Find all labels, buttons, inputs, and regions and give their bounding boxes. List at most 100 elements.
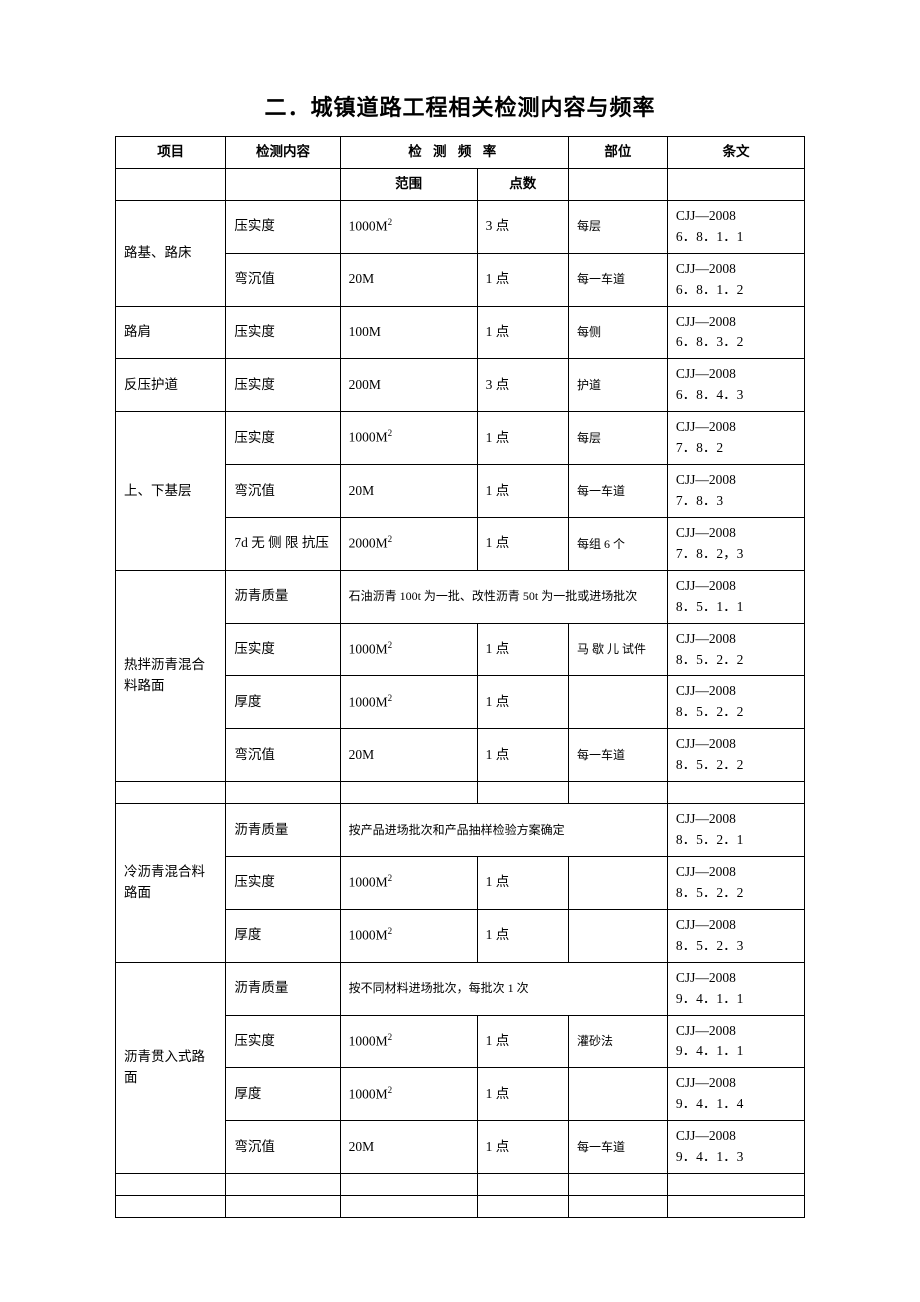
- cell-points: 1 点: [477, 909, 568, 962]
- table-row: 路肩压实度100M1 点每侧CJJ—20086．8．3．2: [116, 306, 805, 359]
- cell-content: 厚度: [226, 676, 340, 729]
- cell-clause: CJJ—20088．5．2．2: [667, 729, 804, 782]
- cell-merged-freq: 按不同材料进场批次，每批次 1 次: [340, 962, 667, 1015]
- empty-row: [116, 1174, 805, 1196]
- header-frequency: 检 测 频 率: [340, 137, 568, 169]
- header-project: 项目: [116, 137, 226, 169]
- cell-points: 1 点: [477, 1068, 568, 1121]
- cell-points: 1 点: [477, 676, 568, 729]
- cell-points: 1 点: [477, 623, 568, 676]
- cell-range: 1000M2: [340, 909, 477, 962]
- cell-location: 每一车道: [568, 253, 667, 306]
- table-row: 热拌沥青混合料路面沥青质量石油沥青 100t 为一批、改性沥青 50t 为一批或…: [116, 570, 805, 623]
- page-title: 二．城镇道路工程相关检测内容与频率: [115, 90, 805, 122]
- cell-content: 压实度: [226, 200, 340, 253]
- cell-points: 1 点: [477, 253, 568, 306]
- cell-content: 压实度: [226, 623, 340, 676]
- cell-clause: CJJ—20088．5．2．2: [667, 676, 804, 729]
- cell-range: 200M: [340, 359, 477, 412]
- table-row: 沥青贯入式路面沥青质量按不同材料进场批次，每批次 1 次CJJ—20089．4．…: [116, 962, 805, 1015]
- cell-location: 每一车道: [568, 1121, 667, 1174]
- cell-clause: CJJ—20089．4．1．3: [667, 1121, 804, 1174]
- cell-project: 热拌沥青混合料路面: [116, 570, 226, 781]
- cell-project: 沥青贯入式路面: [116, 962, 226, 1173]
- header-empty-1: [116, 168, 226, 200]
- cell-clause: CJJ—20086．8．3．2: [667, 306, 804, 359]
- cell-range: 2000M2: [340, 517, 477, 570]
- header-row-1: 项目 检测内容 检 测 频 率 部位 条文: [116, 137, 805, 169]
- cell-clause: CJJ—20088．5．1．1: [667, 570, 804, 623]
- cell-content: 厚度: [226, 1068, 340, 1121]
- cell-project: 反压护道: [116, 359, 226, 412]
- cell-range: 1000M2: [340, 676, 477, 729]
- cell-location: 护道: [568, 359, 667, 412]
- cell-content: 弯沉值: [226, 253, 340, 306]
- cell-range: 100M: [340, 306, 477, 359]
- cell-points: 1 点: [477, 1015, 568, 1068]
- cell-location: [568, 1068, 667, 1121]
- cell-location: [568, 909, 667, 962]
- cell-range: 1000M2: [340, 200, 477, 253]
- cell-content: 压实度: [226, 306, 340, 359]
- empty-row: [116, 782, 805, 804]
- header-row-2: 范围 点数: [116, 168, 805, 200]
- cell-range: 1000M2: [340, 623, 477, 676]
- cell-points: 1 点: [477, 412, 568, 465]
- cell-clause: CJJ—20088．5．2．2: [667, 856, 804, 909]
- cell-range: 20M: [340, 729, 477, 782]
- table-row: 路基、路床压实度1000M23 点每层CJJ—20086．8．1．1: [116, 200, 805, 253]
- cell-location: 每侧: [568, 306, 667, 359]
- cell-content: 弯沉值: [226, 729, 340, 782]
- cell-location: [568, 676, 667, 729]
- cell-location: 每一车道: [568, 465, 667, 518]
- header-clause: 条文: [667, 137, 804, 169]
- cell-points: 1 点: [477, 856, 568, 909]
- cell-points: 3 点: [477, 359, 568, 412]
- cell-range: 20M: [340, 465, 477, 518]
- cell-location: 每一车道: [568, 729, 667, 782]
- cell-range: 1000M2: [340, 856, 477, 909]
- cell-range: 20M: [340, 253, 477, 306]
- cell-points: 1 点: [477, 1121, 568, 1174]
- cell-content: 压实度: [226, 1015, 340, 1068]
- cell-location: [568, 856, 667, 909]
- cell-location: 每组 6 个: [568, 517, 667, 570]
- cell-clause: CJJ—20087．8．2: [667, 412, 804, 465]
- cell-content: 沥青质量: [226, 962, 340, 1015]
- header-empty-3: [568, 168, 667, 200]
- cell-points: 1 点: [477, 517, 568, 570]
- cell-content: 7d 无 侧 限 抗压: [226, 517, 340, 570]
- cell-clause: CJJ—20088．5．2．2: [667, 623, 804, 676]
- header-range: 范围: [340, 168, 477, 200]
- cell-clause: CJJ—20087．8．3: [667, 465, 804, 518]
- cell-location: 马 歇 儿 试件: [568, 623, 667, 676]
- cell-content: 压实度: [226, 359, 340, 412]
- cell-range: 20M: [340, 1121, 477, 1174]
- cell-content: 弯沉值: [226, 465, 340, 518]
- cell-content: 压实度: [226, 412, 340, 465]
- cell-range: 1000M2: [340, 1068, 477, 1121]
- cell-location: 每层: [568, 412, 667, 465]
- cell-location: 灌砂法: [568, 1015, 667, 1068]
- cell-project: 上、下基层: [116, 412, 226, 571]
- cell-content: 沥青质量: [226, 804, 340, 857]
- cell-range: 1000M2: [340, 412, 477, 465]
- cell-clause: CJJ—20088．5．2．1: [667, 804, 804, 857]
- cell-merged-freq: 石油沥青 100t 为一批、改性沥青 50t 为一批或进场批次: [340, 570, 667, 623]
- header-location: 部位: [568, 137, 667, 169]
- cell-content: 沥青质量: [226, 570, 340, 623]
- cell-content: 弯沉值: [226, 1121, 340, 1174]
- cell-points: 1 点: [477, 729, 568, 782]
- cell-range: 1000M2: [340, 1015, 477, 1068]
- cell-content: 压实度: [226, 856, 340, 909]
- cell-points: 3 点: [477, 200, 568, 253]
- header-points: 点数: [477, 168, 568, 200]
- table-row: 冷沥青混合料路面沥青质量按产品进场批次和产品抽样检验方案确定CJJ—20088．…: [116, 804, 805, 857]
- table-body: 路基、路床压实度1000M23 点每层CJJ—20086．8．1．1弯沉值20M…: [116, 200, 805, 1217]
- header-content: 检测内容: [226, 137, 340, 169]
- cell-clause: CJJ—20089．4．1．4: [667, 1068, 804, 1121]
- cell-location: 每层: [568, 200, 667, 253]
- empty-row: [116, 1196, 805, 1218]
- cell-project: 冷沥青混合料路面: [116, 804, 226, 963]
- cell-content: 厚度: [226, 909, 340, 962]
